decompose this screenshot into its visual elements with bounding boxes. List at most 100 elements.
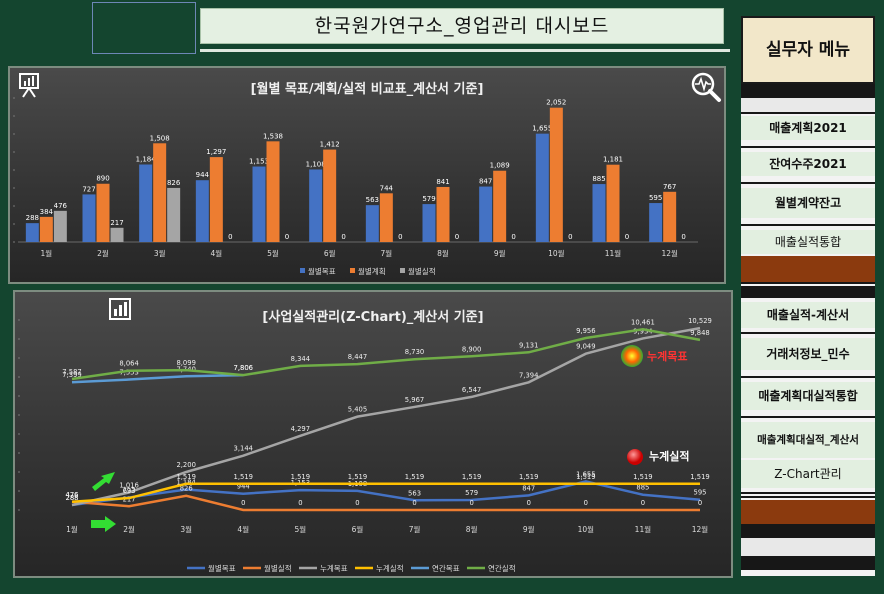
x-tick-label: 4월	[210, 248, 222, 258]
menu-client-info-private[interactable]: 거래처정보_민수	[741, 338, 875, 370]
point-data-label: 693	[123, 487, 136, 495]
menu-plan-vs-actual-invoice[interactable]: 매출계획대실적_계산서	[741, 422, 875, 458]
bar-data-label: 744	[380, 184, 394, 192]
x-tick-label: 11월	[605, 248, 622, 258]
selected-cell-box[interactable]	[92, 2, 196, 54]
target-marker-icon	[621, 345, 643, 367]
x-tick-label: 11월	[635, 524, 652, 534]
point-data-label: 1,519	[633, 473, 652, 481]
menu-divider	[741, 538, 875, 556]
point-data-label: 8,900	[462, 345, 481, 353]
x-tick-label: 1월	[66, 524, 78, 534]
bar-data-label: 1,508	[150, 134, 170, 142]
sidebar-header: 실무자 메뉴	[741, 16, 875, 84]
bar	[436, 186, 450, 242]
point-data-label: 826	[180, 485, 193, 493]
x-tick-label: 7월	[380, 248, 392, 258]
point-data-label: 476	[66, 491, 79, 499]
bar	[323, 149, 337, 242]
point-data-label: 2,200	[176, 461, 195, 469]
legend-label: 월별실적	[264, 563, 292, 573]
point-data-label: 0	[527, 499, 531, 507]
bar-data-label: 727	[82, 185, 95, 193]
bar	[167, 187, 181, 242]
bar-chart-icon	[109, 298, 131, 320]
bar	[606, 164, 620, 242]
bar-data-label: 384	[40, 208, 54, 216]
bar-data-label: 1,184	[136, 156, 157, 164]
point-data-label: 9,848	[690, 329, 709, 337]
legend-swatch	[300, 268, 305, 273]
bar	[266, 141, 280, 242]
point-data-label: 288	[66, 494, 79, 502]
dashboard-title: 한국원가연구소_영업관리 대시보드	[200, 8, 724, 44]
bar-data-label: 0	[625, 233, 629, 241]
menu-sales-results-integrated[interactable]: 매출실적통합	[741, 230, 875, 254]
bar-data-label: 1,181	[603, 156, 623, 164]
legend-label: 연간목표	[432, 563, 460, 573]
bar-data-label: 288	[26, 214, 39, 222]
bar	[139, 164, 153, 242]
bar	[549, 107, 563, 242]
monthly-comparison-chart[interactable]: [월별 목표/계획/실적 비교표_계산서 기준] 288 384 476 1월 727 8…	[8, 66, 726, 284]
bar	[535, 133, 549, 242]
bar	[153, 143, 167, 242]
series-line	[71, 482, 700, 504]
point-data-label: 7,394	[519, 371, 538, 379]
menu-plan-vs-actual-integrated[interactable]: 매출계획대실적통합	[741, 382, 875, 410]
point-data-label: 1,519	[348, 473, 367, 481]
bar-data-label: 0	[285, 233, 289, 241]
point-data-label: 7,553	[119, 369, 138, 377]
point-data-label: 563	[408, 489, 421, 497]
menu-sales-results-invoice[interactable]: 매출실적-계산서	[741, 302, 875, 328]
x-tick-label: 12월	[661, 248, 678, 258]
menu-divider	[741, 556, 875, 570]
menu-z-chart-management[interactable]: Z-Chart관리	[741, 460, 875, 488]
menu-monthly-contract-balance[interactable]: 월별계약잔고	[741, 188, 875, 218]
point-data-label: 1,519	[291, 473, 310, 481]
magnifier-pulse-icon	[690, 71, 722, 103]
menu-divider	[741, 224, 875, 226]
bar-data-label: 2,052	[546, 99, 566, 107]
point-data-label: 1,519	[176, 473, 195, 481]
bar-data-label: 0	[228, 233, 232, 241]
z-chart[interactable]: [사업실적관리(Z-Chart)_계산서 기준] 288 727 1,184 944 1…	[13, 290, 733, 578]
menu-divider	[741, 416, 875, 418]
point-data-label: 0	[584, 499, 588, 507]
point-data-label: 0	[241, 499, 245, 507]
series-line	[71, 328, 701, 381]
point-data-label: 1,519	[405, 473, 424, 481]
legend-label: 누계실적	[376, 563, 404, 573]
actual-marker-icon	[627, 449, 643, 465]
bar	[479, 186, 493, 242]
bar	[422, 204, 436, 242]
menu-divider	[741, 98, 875, 112]
point-data-label: 1,519	[690, 473, 709, 481]
menu-divider	[741, 256, 875, 282]
point-data-label: 10,529	[688, 317, 712, 325]
x-tick-label: 8월	[437, 248, 449, 258]
menu-divider	[741, 282, 875, 284]
menu-sales-plan-2021[interactable]: 매출계획2021	[741, 116, 875, 140]
title-underline	[200, 49, 730, 52]
x-tick-label: 9월	[494, 248, 506, 258]
point-data-label: 9,131	[519, 341, 538, 349]
bar-data-label: 595	[649, 194, 662, 202]
legend-label: 월별계획	[358, 266, 386, 276]
bar-data-label: 0	[398, 233, 402, 241]
sidebar-menu: 실무자 메뉴 매출계획2021 잔여수주2021 월별계약잔고 매출실적통합 매…	[741, 16, 875, 576]
point-data-label: 8,099	[176, 359, 195, 367]
bar-data-label: 0	[511, 233, 515, 241]
menu-divider	[741, 84, 875, 98]
bar-data-label: 767	[663, 183, 676, 191]
x-tick-label: 3월	[180, 524, 192, 534]
legend-label: 월별목표	[208, 563, 236, 573]
x-tick-label: 5월	[295, 524, 307, 534]
x-tick-label: 9월	[523, 524, 535, 534]
bar-data-label: 847	[479, 178, 492, 186]
menu-remaining-orders-2021[interactable]: 잔여수주2021	[741, 152, 875, 176]
bar-chart-title: [월별 목표/계획/실적 비교표_계산서 기준]	[250, 82, 484, 97]
bar-data-label: 217	[110, 219, 123, 227]
point-data-label: 476	[66, 491, 79, 499]
point-data-label: 8,344	[291, 355, 310, 363]
